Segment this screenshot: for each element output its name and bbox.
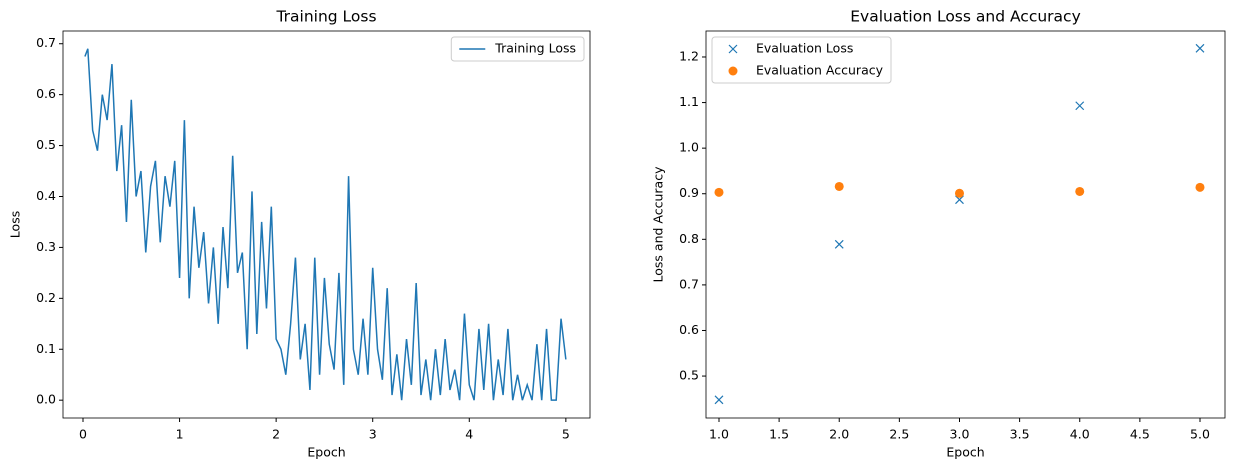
x-tick-label: 2.0 bbox=[829, 427, 849, 442]
y-axis-label: Loss and Accuracy bbox=[651, 166, 666, 283]
x-axis-label: Epoch bbox=[946, 445, 984, 460]
marker-x bbox=[1075, 101, 1085, 111]
y-tick-label: 1.1 bbox=[679, 94, 699, 109]
loss-line bbox=[84, 48, 567, 401]
marker-x bbox=[955, 195, 964, 205]
chart-panel: Training Loss Epoch Loss 0 1 2 3 4 5 0.0 0.1 0.2 0.3… bbox=[8, 8, 591, 460]
legend-box bbox=[711, 36, 892, 84]
marker-dot bbox=[1195, 182, 1205, 192]
y-tick-label: 0.8 bbox=[679, 231, 699, 246]
y-tick-label: 0.3 bbox=[36, 239, 56, 254]
legend-label: Evaluation Loss bbox=[756, 41, 853, 56]
x-tick-label: 4.5 bbox=[1130, 427, 1150, 442]
legend-label: Training Loss bbox=[494, 41, 576, 56]
legend-swatch bbox=[728, 66, 738, 76]
legend-swatch bbox=[728, 44, 738, 54]
x-tick-label: 4.0 bbox=[1070, 427, 1090, 442]
x-tick-label: 2.5 bbox=[889, 427, 909, 442]
x-tick-label: 5 bbox=[562, 427, 570, 442]
x-tick-label: 3.0 bbox=[950, 427, 970, 442]
x-tick-label: 4 bbox=[465, 427, 473, 442]
chart-panel: Evaluation Loss and Accuracy Epoch Loss an… bbox=[651, 8, 1226, 460]
y-tick-label: 0.2 bbox=[36, 290, 56, 305]
x-tick-label: 3 bbox=[369, 427, 377, 442]
chart-title: Training Loss bbox=[275, 8, 376, 26]
legend: Training Loss bbox=[450, 36, 585, 62]
x-tick-label: 3.5 bbox=[1010, 427, 1030, 442]
y-tick-label: 0.7 bbox=[36, 35, 56, 50]
y-tick-label: 0.5 bbox=[679, 368, 699, 383]
marker-x bbox=[1195, 43, 1205, 53]
axes-frame bbox=[62, 30, 591, 419]
marker-dot bbox=[1075, 186, 1085, 196]
x-tick-label: 5.0 bbox=[1190, 427, 1210, 442]
chart-title: Evaluation Loss and Accuracy bbox=[850, 8, 1081, 26]
y-tick-label: 0.0 bbox=[36, 392, 56, 407]
marker-dot bbox=[714, 187, 724, 197]
legend: Evaluation Loss Evaluation Accuracy bbox=[711, 36, 892, 84]
marker-dot bbox=[834, 181, 844, 191]
x-tick-label: 1.0 bbox=[709, 427, 729, 442]
legend-box bbox=[450, 36, 585, 62]
y-tick-label: 0.4 bbox=[36, 188, 56, 203]
y-tick-label: 1.2 bbox=[679, 48, 699, 63]
x-tick-label: 1 bbox=[176, 427, 184, 442]
y-tick-label: 0.9 bbox=[679, 185, 699, 200]
x-tick-label: 2 bbox=[272, 427, 280, 442]
y-axis-label: Loss bbox=[8, 211, 23, 238]
y-tick-label: 0.7 bbox=[679, 276, 699, 291]
x-axis-label: Epoch bbox=[307, 445, 345, 460]
marker-x bbox=[714, 395, 724, 405]
y-tick-label: 1.0 bbox=[679, 140, 699, 155]
y-tick-label: 0.1 bbox=[36, 341, 56, 356]
marker-x bbox=[834, 239, 844, 249]
y-tick-label: 0.5 bbox=[36, 137, 56, 152]
axes-frame bbox=[705, 30, 1226, 419]
marker-dot bbox=[954, 188, 964, 198]
y-tick-label: 0.6 bbox=[36, 86, 56, 101]
y-tick-label: 0.6 bbox=[679, 322, 699, 337]
x-tick-label: 0 bbox=[79, 427, 87, 442]
x-tick-label: 1.5 bbox=[769, 427, 789, 442]
legend-label: Evaluation Accuracy bbox=[756, 63, 884, 78]
